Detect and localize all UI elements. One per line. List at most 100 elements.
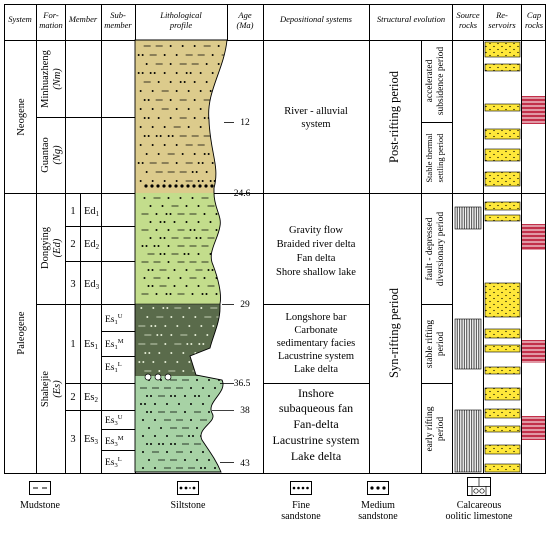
legend: Mudstone Siltstone Fine sandstone Medium… [20,477,513,522]
formation-dongying-name: Dongying [40,226,51,269]
header-structural: Structural evolution [377,14,445,24]
cap-rock-column [522,96,545,440]
structural-stable-2: period [436,332,446,357]
formation-guantao-name: Guantao [40,137,51,173]
system-paleogene: Paleogene [16,311,27,354]
header-source-1: Source [456,10,480,20]
member-ed2-code: Ed2 [84,239,100,251]
member-ed3-code: Ed3 [84,279,100,291]
cap-rock-band [522,224,545,250]
structural-thermal-1: Stable thermal [424,133,434,183]
header-cap-1: Cap [527,10,541,20]
header-submember-2: member [104,20,132,30]
legend-calcareous-label-1: Calcareous [457,500,502,511]
submember-es3-upper: Es3U [105,414,123,427]
profile-es-lower-fill [135,376,227,472]
dep-es1-1: Longshore bar [286,312,347,323]
reservoir-column [484,41,521,473]
dep-dongying-1: Gravity flow [289,225,343,236]
age-label-43: 43 [240,459,250,469]
reservoir-band [484,408,521,419]
header-formation-2: mation [39,20,63,30]
reservoir-band [484,103,521,112]
legend-siltstone-swatch [177,481,199,495]
reservoir-band [484,444,521,455]
dep-es3-1: Inshore [298,386,334,400]
structural-thermal-2: settling period [435,133,445,183]
dep-es3-3: Fan-delta [293,417,339,431]
table-header: System For- mation Member Sub- member Li… [8,10,544,30]
profile-dongying-fill [135,193,227,304]
reservoir-band [484,328,521,339]
member-es2-code: Es2 [84,392,99,404]
reservoir-band [484,201,521,211]
member-ed1-num: 1 [70,206,75,217]
legend-medium-label-2: sandstone [358,511,398,522]
dep-es3-5: Lake delta [291,449,342,463]
dep-es3-4: Lacustrine system [273,433,361,447]
formation-minhuazheng-name: Minhuazheng [40,49,51,107]
formation-shahejie-name: Shahejie [40,371,51,407]
header-reservoirs-2: servoirs [488,20,516,30]
reservoir-band [484,366,521,375]
formation-dongying-code: (Ed) [52,238,63,257]
member-es3-code: Es3 [84,434,99,446]
source-rock-band [454,318,482,370]
header-source-2: rocks [459,20,478,30]
dep-dongying-2: Braided river delta [277,239,356,250]
legend-medium-sandstone: Medium sandstone [358,481,398,522]
reservoir-band [484,214,521,222]
member-es1-num: 1 [70,339,75,350]
dep-es1-4: Lacustrine system [278,351,354,362]
header-age-1: Age [237,10,251,20]
system-neogene: Neogene [16,98,27,136]
member-es3-num: 3 [70,434,75,445]
legend-siltstone-label: Siltstone [170,500,206,511]
cap-rock-band [522,96,545,124]
reservoir-band [484,171,521,187]
source-rock-column [454,206,482,473]
dep-neogene-1: River - alluvial [284,106,348,117]
submember-es1-lower: Es1L [105,361,122,374]
member-ed2-num: 2 [70,239,75,250]
reservoir-band [484,148,521,162]
header-system: System [8,14,32,24]
dep-es3-2: subaqueous fan [279,401,353,415]
source-rock-band [454,409,482,473]
dep-es1-2: Carbonate [294,325,337,336]
age-label-38: 38 [240,406,250,416]
legend-calcareous-oolitic-limestone: Calcareous oolitic limestone [446,477,513,522]
header-reservoirs-1: Re- [495,10,508,20]
reservoir-band [484,63,521,72]
age-label-24-6: 24.6 [234,189,251,199]
header-profile-1: Lithological [159,10,202,20]
reservoir-band [484,41,521,58]
source-rock-band [454,206,482,230]
formation-shahejie-code: (Es) [52,380,63,398]
legend-siltstone: Siltstone [170,481,206,511]
structural-early-1: early rifting [424,406,435,451]
header-cap-2: rocks [525,20,544,30]
reservoir-band [484,387,521,401]
member-es2-num: 2 [70,392,75,403]
header-submember-1: Sub- [110,10,126,20]
structural-syn-rifting: Syn-rifting period [387,287,401,378]
legend-medium-label-1: Medium [361,500,395,511]
structural-stable-1: stable rifting [424,320,435,369]
member-ed1-code: Ed1 [84,206,100,218]
header-member: Member [68,14,98,24]
age-label-12: 12 [240,118,250,128]
structural-accelerated-1: accelerated [425,59,435,102]
header-depositional: Depositional systems [279,14,353,24]
structural-early-2: period [436,417,446,442]
age-label-29: 29 [240,300,250,310]
formation-minhuazheng-code: (Nm) [52,68,63,90]
header-profile-2: profile [169,20,193,30]
reservoir-band [484,282,521,318]
member-es1-code: Es1 [84,339,99,351]
legend-mudstone: Mudstone [20,481,61,511]
legend-fine-label-1: Fine [292,500,310,511]
legend-fine-label-2: sandstone [281,511,321,522]
dep-dongying-4: Shore shallow lake [276,267,356,278]
